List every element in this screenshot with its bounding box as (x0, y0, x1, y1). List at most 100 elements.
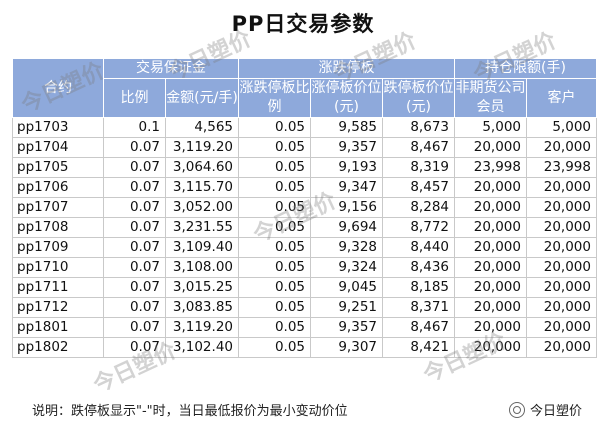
wechat-logo-icon (508, 402, 525, 418)
cell-ratio: 0.07 (103, 237, 166, 258)
cell-client: 20,000 (526, 337, 597, 358)
cell-down-price: 8,440 (382, 237, 455, 258)
footnote: 说明：跌停板显示"-"时，当日最低报价为最小变动价位 (32, 404, 348, 419)
cell-contract: pp1801 (12, 317, 104, 338)
cell-contract: pp1707 (12, 197, 104, 218)
cell-limit-ratio: 0.05 (238, 217, 311, 238)
cell-limit-ratio: 0.05 (238, 317, 311, 338)
cell-amount: 4,565 (165, 117, 239, 138)
cell-non-futures-member: 23,998 (454, 157, 527, 178)
cell-limit-ratio: 0.05 (238, 117, 311, 138)
cell-amount: 3,231.55 (165, 217, 239, 238)
cell-contract: pp1705 (12, 157, 104, 178)
cell-up-price: 9,307 (310, 337, 383, 358)
cell-ratio: 0.07 (103, 337, 166, 358)
cell-non-futures-member: 20,000 (454, 337, 527, 358)
page-title: PP日交易参数 (231, 12, 375, 36)
cell-contract: pp1708 (12, 217, 104, 238)
cell-non-futures-member: 20,000 (454, 317, 527, 338)
cell-ratio: 0.07 (103, 277, 166, 298)
cell-limit-ratio: 0.05 (238, 297, 311, 318)
cell-ratio: 0.07 (103, 157, 166, 178)
cell-limit-ratio: 0.05 (238, 257, 311, 278)
cell-ratio: 0.07 (103, 257, 166, 278)
cell-client: 20,000 (526, 317, 597, 338)
cell-client: 23,998 (526, 157, 597, 178)
cell-down-price: 8,772 (382, 217, 455, 238)
cell-client: 20,000 (526, 137, 597, 158)
cell-client: 20,000 (526, 277, 597, 298)
cell-limit-ratio: 0.05 (238, 197, 311, 218)
cell-non-futures-member: 20,000 (454, 177, 527, 198)
cell-amount: 3,015.25 (165, 277, 239, 298)
cell-contract: pp1706 (12, 177, 104, 198)
cell-non-futures-member: 20,000 (454, 257, 527, 278)
cell-amount: 3,083.85 (165, 297, 239, 318)
cell-up-price: 9,324 (310, 257, 383, 278)
cell-up-price: 9,328 (310, 237, 383, 258)
cell-up-price: 9,193 (310, 157, 383, 178)
cell-ratio: 0.07 (103, 217, 166, 238)
header-non-futures-member: 非期货公司会员 (454, 78, 527, 118)
cell-contract: pp1712 (12, 297, 104, 318)
cell-down-price: 8,673 (382, 117, 455, 138)
footer: 说明：跌停板显示"-"时，当日最低报价为最小变动价位 今日塑价 (0, 402, 606, 426)
cell-non-futures-member: 20,000 (454, 137, 527, 158)
cell-down-price: 8,467 (382, 317, 455, 338)
header-margin-group: 交易保证金 (103, 58, 239, 79)
header-contract: 合约 (12, 58, 104, 118)
cell-up-price: 9,585 (310, 117, 383, 138)
cell-up-price: 9,251 (310, 297, 383, 318)
cell-limit-ratio: 0.05 (238, 337, 311, 358)
header-limit-group: 涨跌停板 (238, 58, 455, 79)
cell-ratio: 0.07 (103, 197, 166, 218)
header-client: 客户 (526, 78, 597, 118)
cell-amount: 3,109.40 (165, 237, 239, 258)
cell-down-price: 8,185 (382, 277, 455, 298)
cell-client: 20,000 (526, 217, 597, 238)
header-up-price: 涨停板价位(元) (310, 78, 383, 118)
cell-limit-ratio: 0.05 (238, 277, 311, 298)
table-row: pp1801 0.07 3,119.20 0.05 9,357 8,467 20… (12, 317, 597, 338)
header-limit-ratio: 涨跌停板比例 (238, 78, 311, 118)
table-row: pp1712 0.07 3,083.85 0.05 9,251 8,371 20… (12, 297, 597, 318)
cell-contract: pp1703 (12, 117, 104, 138)
cell-client: 20,000 (526, 257, 597, 278)
cell-client: 20,000 (526, 297, 597, 318)
cell-ratio: 0.07 (103, 177, 166, 198)
cell-non-futures-member: 20,000 (454, 277, 527, 298)
cell-limit-ratio: 0.05 (238, 237, 311, 258)
header-ratio: 比例 (103, 78, 166, 118)
header-down-price: 跌停板价位(元) (382, 78, 455, 118)
cell-down-price: 8,284 (382, 197, 455, 218)
brand-name: 今日塑价 (529, 404, 582, 419)
cell-limit-ratio: 0.05 (238, 137, 311, 158)
cell-down-price: 8,467 (382, 137, 455, 158)
cell-up-price: 9,357 (310, 317, 383, 338)
cell-amount: 3,119.20 (165, 317, 239, 338)
cell-limit-ratio: 0.05 (238, 177, 311, 198)
table-row: pp1708 0.07 3,231.55 0.05 9,694 8,772 20… (12, 217, 597, 238)
table-row: pp1709 0.07 3,109.40 0.05 9,328 8,440 20… (12, 237, 597, 258)
cell-client: 20,000 (526, 177, 597, 198)
table-row: pp1707 0.07 3,052.00 0.05 9,156 8,284 20… (12, 197, 597, 218)
cell-ratio: 0.07 (103, 297, 166, 318)
cell-contract: pp1709 (12, 237, 104, 258)
cell-non-futures-member: 20,000 (454, 297, 527, 318)
brand-signature: 今日塑价 (508, 402, 582, 422)
cell-down-price: 8,421 (382, 337, 455, 358)
cell-contract: pp1802 (12, 337, 104, 358)
cell-amount: 3,102.40 (165, 337, 239, 358)
cell-up-price: 9,156 (310, 197, 383, 218)
cell-up-price: 9,694 (310, 217, 383, 238)
cell-up-price: 9,357 (310, 137, 383, 158)
cell-down-price: 8,371 (382, 297, 455, 318)
table-row: pp1703 0.1 4,565 0.05 9,585 8,673 5,000 … (12, 117, 597, 138)
table-row: pp1704 0.07 3,119.20 0.05 9,357 8,467 20… (12, 137, 597, 158)
cell-down-price: 8,457 (382, 177, 455, 198)
cell-non-futures-member: 20,000 (454, 237, 527, 258)
cell-contract: pp1711 (12, 277, 104, 298)
cell-amount: 3,115.70 (165, 177, 239, 198)
table-row: pp1706 0.07 3,115.70 0.05 9,347 8,457 20… (12, 177, 597, 198)
cell-non-futures-member: 20,000 (454, 197, 527, 218)
